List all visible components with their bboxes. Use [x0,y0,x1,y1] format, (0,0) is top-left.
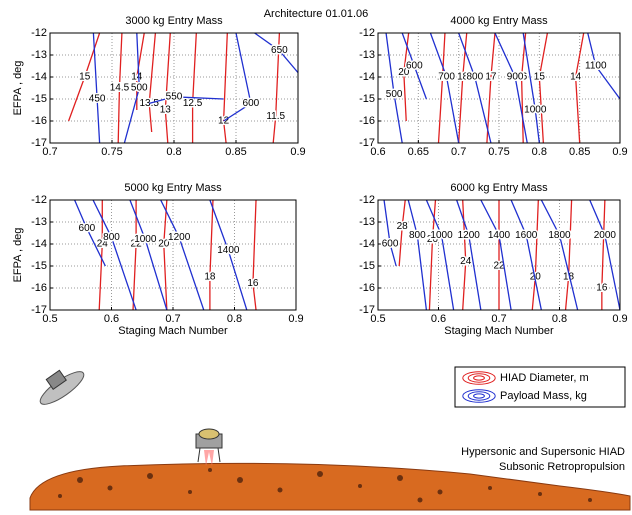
y-tick-label: -16 [31,115,47,127]
contour-label: 1000 [430,230,453,241]
y-tick-label: -13 [31,49,47,61]
y-tick-label: -16 [359,115,375,127]
x-axis-label: Staging Mach Number [118,325,228,337]
legend-label: Payload Mass, kg [500,390,587,402]
contour-label: 1000 [524,105,547,116]
figure-title: Architecture 01.01.06 [264,8,369,20]
x-tick-label: 0.7 [491,313,506,325]
x-tick-label: 0.8 [532,146,547,158]
contour-label: 800 [103,232,120,243]
contour-label: 15 [534,72,546,83]
contour-label: 16 [247,278,259,289]
y-tick-label: -12 [359,27,375,39]
contour-label: 900 [507,72,524,83]
x-tick-label: 0.9 [290,146,305,158]
y-tick-label: -15 [359,260,375,272]
x-tick-label: 0.6 [431,313,446,325]
contour-label: 12.5 [183,98,203,109]
contour-label: 11.5 [266,111,285,122]
contour-label: 28 [397,221,409,232]
legend-label: HIAD Diameter, m [500,372,589,384]
contour-label: 1200 [168,232,191,243]
y-tick-label: -17 [359,137,375,149]
y-axis-label: EFPA , deg [12,228,24,283]
contour-label: 13 [160,105,172,116]
chart-title: 5000 kg Entry Mass [124,182,222,194]
caption-line: Hypersonic and Supersonic HIAD [461,446,625,458]
contour-label: 500 [386,89,403,100]
x-tick-label: 0.85 [225,146,246,158]
x-tick-label: 0.65 [408,146,429,158]
y-axis-label: EFPA , deg [12,61,24,116]
caption-line: Subsonic Retropropulsion [499,461,625,473]
x-tick-label: 0.85 [569,146,590,158]
x-tick-label: 0.9 [288,313,303,325]
y-tick-label: -16 [359,282,375,294]
contour-label: 14 [131,72,143,83]
contour-label: 14 [570,72,582,83]
y-tick-label: -14 [359,238,375,250]
y-tick-label: -13 [31,216,47,228]
contour-label: 800 [409,230,426,241]
contour-label: 500 [131,83,148,94]
contour-label: 14.5 [110,83,130,94]
x-tick-label: 0.8 [227,313,242,325]
contour-label: 16 [596,283,608,294]
y-tick-label: -15 [31,260,47,272]
x-tick-label: 0.7 [165,313,180,325]
contour-label: 1400 [217,245,240,256]
y-tick-label: -13 [359,216,375,228]
x-tick-label: 0.75 [488,146,509,158]
contour-label: 1200 [458,230,481,241]
contour-label: 1000 [134,234,157,245]
x-tick-label: 0.75 [101,146,122,158]
contour-label: 1100 [585,61,607,72]
contour-label: 550 [166,91,183,102]
y-tick-label: -12 [31,194,47,206]
y-tick-label: -17 [31,304,47,316]
y-tick-label: -15 [359,93,375,105]
x-tick-label: 0.7 [451,146,466,158]
contour-label: 450 [89,94,106,105]
y-tick-label: -14 [359,71,375,83]
y-tick-label: -17 [31,137,47,149]
caption: Hypersonic and Supersonic HIAD Subsonic … [461,446,625,473]
y-tick-label: -12 [31,27,47,39]
chart-title: 6000 kg Entry Mass [450,182,548,194]
contour-label: 1600 [515,230,538,241]
chart-title: 3000 kg Entry Mass [125,15,223,27]
x-tick-label: 0.9 [612,313,627,325]
contour-label: 1800 [548,230,571,241]
entry-vehicle [32,360,88,409]
contour-label: 600 [243,98,260,109]
contour-label: 18 [204,272,216,283]
contour-label: 15 [79,72,91,83]
x-tick-label: 0.9 [612,146,627,158]
x-axis-label: Staging Mach Number [444,325,554,337]
y-tick-label: -15 [31,93,47,105]
y-tick-label: -17 [359,304,375,316]
contour-label: 600 [79,223,96,234]
y-tick-label: -14 [31,238,47,250]
x-tick-label: 0.6 [104,313,119,325]
contour-label: 600 [406,61,423,72]
contour-label: 1400 [488,230,511,241]
contour-label: 600 [382,239,399,250]
contour-label: 650 [271,45,288,56]
y-tick-label: -13 [359,49,375,61]
figure: Architecture 01.01.06 Hypersonic and Sup… [0,0,632,515]
x-tick-label: 0.8 [552,313,567,325]
contour-label: 24 [460,256,472,267]
contour-label: 17 [485,72,497,83]
lander [196,429,222,466]
contour-label: 2000 [594,230,617,241]
x-tick-label: 0.8 [166,146,181,158]
y-tick-label: -16 [31,282,47,294]
y-tick-label: -14 [31,71,47,83]
chart-title: 4000 kg Entry Mass [450,15,548,27]
y-tick-label: -12 [359,194,375,206]
contour-label: 800 [466,72,483,83]
contour-label: 700 [438,72,455,83]
